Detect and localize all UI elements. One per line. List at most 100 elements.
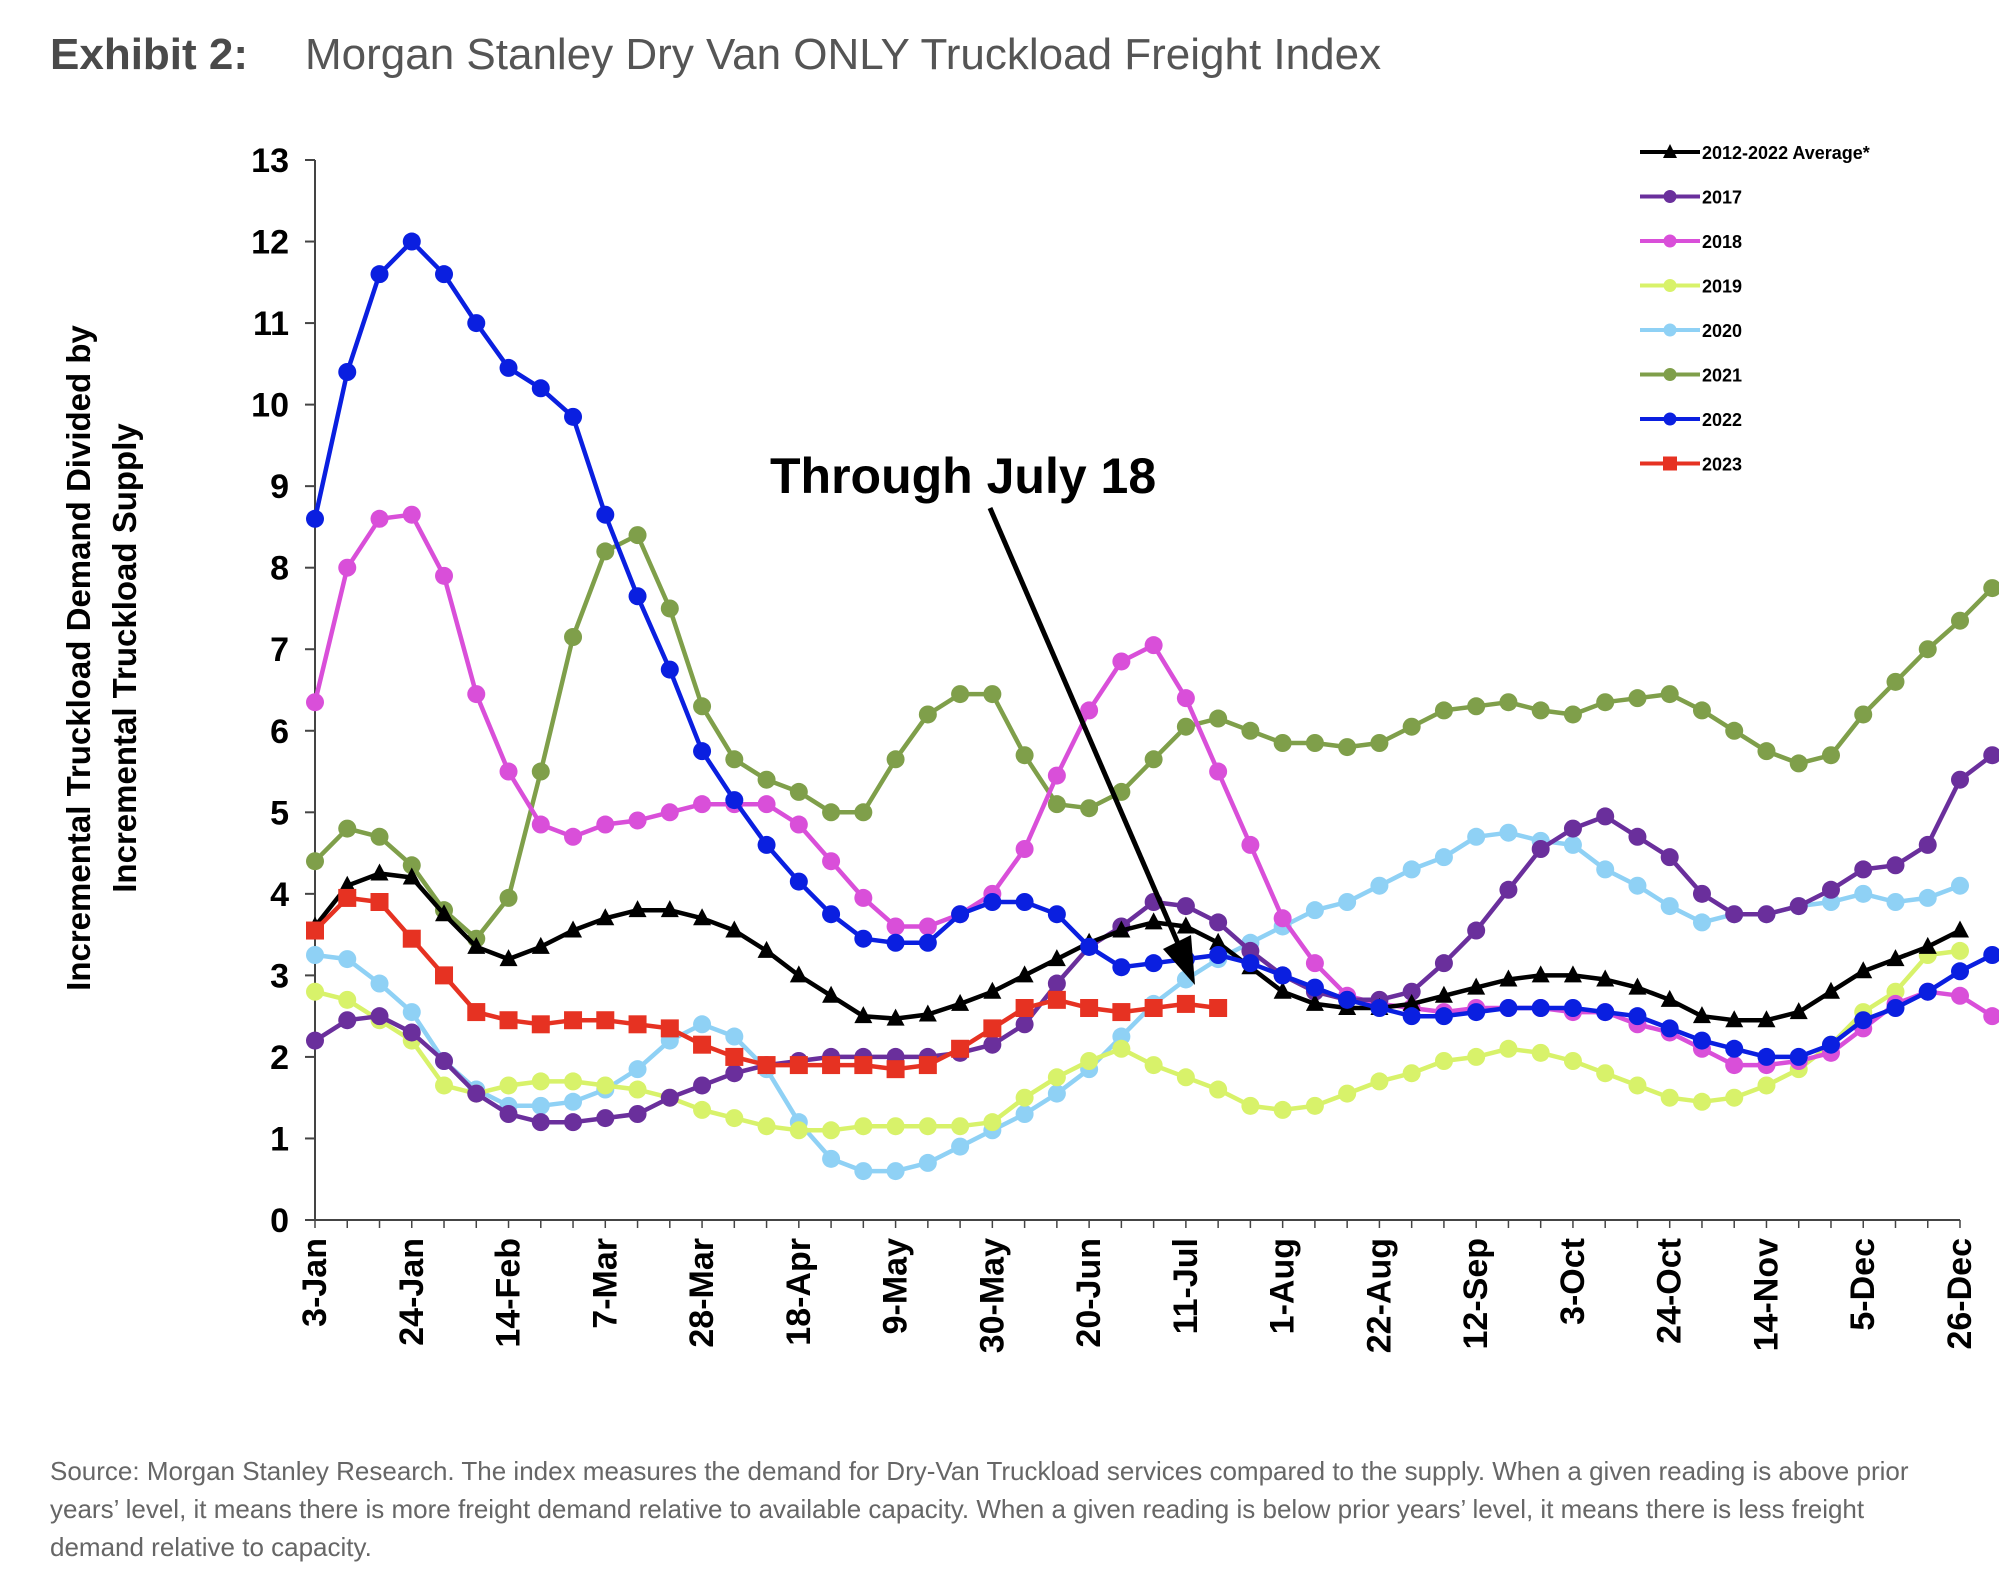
data-point: [306, 509, 324, 528]
legend-item: 2018: [1640, 232, 1742, 252]
data-point: [1951, 876, 1969, 895]
data-point: [660, 660, 679, 679]
data-point: [1499, 999, 1518, 1017]
data-point: [1886, 949, 1905, 967]
data-point: [1144, 912, 1163, 930]
data-point: [1628, 876, 1647, 895]
y-tick-label: 8: [270, 550, 289, 588]
data-point: [531, 1072, 550, 1091]
legend-item: 2023: [1640, 455, 1742, 475]
data-point: [596, 1109, 615, 1128]
data-point: [499, 888, 518, 907]
data-point: [1596, 807, 1615, 826]
data-point: [1725, 1010, 1744, 1028]
data-point: [1499, 1039, 1518, 1058]
data-point: [564, 1072, 583, 1091]
data-point: [1725, 1039, 1744, 1058]
data-point: [402, 1023, 421, 1042]
data-point: [918, 1117, 937, 1136]
annotation-arrow-head: [1163, 935, 1195, 985]
data-point: [1338, 1084, 1357, 1103]
data-point: [1402, 717, 1421, 736]
data-point: [1144, 1056, 1163, 1075]
data-point: [1660, 989, 1679, 1007]
data-point: [693, 742, 712, 761]
data-point: [1951, 920, 1969, 938]
legend-marker: [1663, 234, 1677, 248]
data-point: [1015, 893, 1034, 911]
data-point: [693, 1015, 712, 1034]
data-point: [854, 1117, 873, 1136]
series-2012-2022-average-: [306, 863, 1969, 1028]
data-point: [1338, 893, 1357, 911]
data-point: [370, 974, 389, 993]
data-point: [1660, 1019, 1679, 1038]
data-point: [1692, 913, 1711, 932]
data-point: [1692, 1092, 1711, 1111]
y-tick-label: 12: [251, 224, 289, 262]
data-point: [822, 1149, 841, 1168]
data-point: [338, 875, 357, 893]
x-tick-label: 28-Mar: [683, 1238, 721, 1348]
data-point: [467, 314, 486, 333]
data-point: [918, 933, 937, 952]
data-point: [660, 803, 679, 822]
data-point: [499, 1076, 518, 1095]
data-point: [1918, 936, 1937, 954]
data-point: [628, 1015, 647, 1034]
data-point: [402, 505, 421, 524]
data-point: [402, 1003, 421, 1022]
data-point: [1176, 916, 1195, 934]
data-point: [1080, 937, 1099, 956]
data-point: [531, 815, 550, 834]
data-point: [1402, 1007, 1421, 1026]
data-point: [1144, 750, 1163, 769]
series-2021: [306, 526, 1999, 948]
data-point: [1434, 954, 1453, 973]
legend-marker: [1663, 144, 1677, 158]
data-point: [531, 379, 550, 398]
data-point: [1080, 701, 1099, 720]
data-point: [435, 1052, 454, 1070]
data-point: [1596, 860, 1615, 879]
data-point: [951, 1117, 970, 1136]
data-point: [1725, 1056, 1744, 1075]
data-point: [1660, 685, 1679, 704]
data-point: [725, 1047, 744, 1066]
data-point: [1305, 901, 1324, 920]
data-point: [1660, 1088, 1679, 1107]
data-point: [983, 1035, 1002, 1054]
data-point: [499, 949, 518, 967]
data-point: [725, 1109, 744, 1128]
data-point: [306, 921, 324, 940]
data-point: [1305, 734, 1324, 752]
data-point: [628, 1060, 647, 1079]
data-point: [531, 1096, 550, 1115]
x-tick-label: 14-Nov: [1747, 1238, 1785, 1351]
data-point: [918, 1153, 937, 1172]
data-point: [1080, 799, 1099, 818]
data-point: [854, 929, 873, 948]
data-point: [628, 587, 647, 606]
data-point: [1015, 1088, 1034, 1107]
freight-index-chart: Incremental Truckload Demand Divided by …: [60, 142, 1999, 1353]
data-point: [1209, 946, 1228, 964]
data-point: [370, 827, 389, 846]
data-point: [789, 1056, 808, 1075]
data-point: [1015, 840, 1034, 858]
legend-item: 2020: [1640, 321, 1742, 341]
data-point: [1467, 921, 1486, 940]
data-point: [1176, 897, 1195, 916]
x-tick-label: 26-Dec: [1941, 1238, 1979, 1350]
data-point: [1176, 1068, 1195, 1087]
data-point: [1531, 1043, 1550, 1062]
data-point: [435, 265, 454, 284]
data-point: [1886, 856, 1905, 875]
data-point: [1015, 1015, 1034, 1034]
data-point: [983, 685, 1002, 704]
data-point: [1725, 905, 1744, 924]
data-point: [1047, 766, 1066, 785]
data-point: [564, 1011, 583, 1030]
data-point: [1725, 1088, 1744, 1107]
